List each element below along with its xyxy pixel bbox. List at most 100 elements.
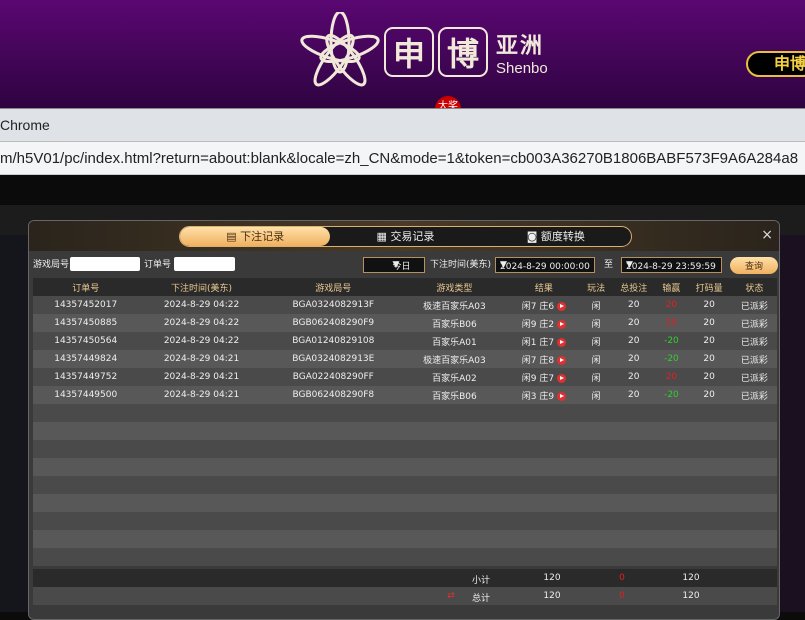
cell-text: 闲	[591, 355, 601, 366]
table-cell	[581, 548, 612, 566]
period-select[interactable]: 今日 ▼	[363, 257, 425, 273]
table-row: 14357452017 2024-8-29 04:22 BGA0324082913F…	[33, 296, 777, 314]
table-cell: 14357449824	[33, 350, 139, 368]
table-cell	[581, 476, 612, 494]
tab-bar: ▤ 下注记录 ▦ 交易记录 ◙ 额度转换	[179, 226, 632, 247]
table-cell	[611, 440, 657, 458]
table-cell: 20	[611, 386, 657, 404]
column-header: 下注时间(美东)	[138, 278, 265, 296]
table-cell	[581, 458, 612, 476]
table-cell	[506, 530, 582, 548]
total-label: 总计	[471, 594, 491, 604]
play-replay-icon[interactable]	[557, 355, 567, 365]
round-input[interactable]	[70, 257, 140, 271]
table-cell	[686, 404, 732, 422]
address-bar[interactable]: m/h5V01/pc/index.html?return=about:blank…	[0, 141, 805, 175]
table-cell	[33, 494, 139, 512]
tab-credit-transfer[interactable]: ◙ 额度转换	[481, 227, 631, 246]
table-cell	[506, 404, 582, 422]
start-time-select[interactable]: 2024-8-29 00:00:00 ▼	[495, 257, 595, 273]
table-cell	[138, 440, 265, 458]
cell-text: 20	[703, 372, 715, 382]
table-cell	[33, 512, 139, 530]
logo-char: 申	[384, 27, 434, 77]
play-replay-icon[interactable]	[557, 391, 567, 401]
table-cell	[656, 476, 687, 494]
cell-text: 百家乐B06	[432, 319, 477, 330]
table-cell	[656, 440, 687, 458]
table-cell: 20	[686, 332, 732, 350]
cell-text: BGB062408290F9	[292, 318, 375, 328]
cell-text: 百家乐B06	[432, 391, 477, 402]
table-cell	[611, 458, 657, 476]
play-replay-icon[interactable]	[557, 319, 567, 329]
filter-bar: 游戏局号 订单号 今日 ▼ 下注时间(美东) 2024-8-29 00:00:0…	[29, 255, 779, 277]
table-cell: -20	[656, 332, 687, 350]
table-cell	[656, 494, 687, 512]
close-icon[interactable]: ×	[761, 227, 773, 243]
empty-row	[33, 440, 777, 458]
table-cell: 闲	[581, 386, 612, 404]
table-cell: 20	[686, 386, 732, 404]
table-cell	[264, 458, 403, 476]
cell-text: 已派彩	[740, 373, 768, 384]
table-cell	[686, 458, 732, 476]
play-replay-icon[interactable]	[557, 337, 567, 347]
table-cell: 20	[656, 314, 687, 332]
bet-table: 订单号 下注时间(美东) 游戏局号 游戏类型 结果 玩法 总投注 输赢 打码量 状态 143574…	[33, 278, 777, 566]
table-cell	[138, 476, 265, 494]
table-cell: 2024-8-29 04:22	[138, 314, 265, 332]
table-cell	[402, 512, 507, 530]
table-cell: 百家乐A02	[402, 368, 507, 386]
start-value: 2024-8-29 00:00:00	[500, 262, 590, 272]
refresh-icon[interactable]: ⇄	[447, 591, 455, 601]
cell-text: 20	[665, 372, 678, 382]
tab-label: 下注记录	[240, 230, 285, 243]
table-cell: 闲7 庄8	[506, 350, 582, 368]
table-cell	[33, 476, 139, 494]
tab-transaction-records[interactable]: ▦ 交易记录	[330, 227, 480, 246]
table-cell: BGB062408290F8	[264, 386, 403, 404]
table-cell: 极速百家乐A03	[402, 350, 507, 368]
column-header: 玩法	[581, 278, 612, 296]
table-cell: 14357449500	[33, 386, 139, 404]
table-cell	[656, 548, 687, 566]
table-cell: 闲	[581, 332, 612, 350]
query-button[interactable]: 查询	[730, 257, 778, 274]
tab-bet-records[interactable]: ▤ 下注记录	[180, 227, 331, 246]
order-label: 订单号	[144, 260, 172, 270]
table-cell: 闲1 庄7	[506, 332, 582, 350]
cell-text: 已派彩	[740, 337, 768, 348]
table-cell	[138, 530, 265, 548]
shenbo-button[interactable]: 申博	[746, 51, 805, 77]
table-cell	[33, 548, 139, 566]
table-cell	[686, 476, 732, 494]
table-cell	[138, 494, 265, 512]
table-cell	[506, 476, 582, 494]
table-cell	[686, 530, 732, 548]
cell-text: -20	[664, 390, 679, 400]
order-input[interactable]	[174, 257, 235, 271]
table-cell: 2024-8-29 04:22	[138, 296, 265, 314]
cell-text: 闲1 庄7	[521, 337, 555, 348]
table-cell	[611, 548, 657, 566]
logo-cn: 亚洲	[496, 33, 545, 59]
table-cell: 百家乐B06	[402, 314, 507, 332]
table-cell: 20	[656, 368, 687, 386]
cell-text: 闲	[591, 373, 601, 384]
end-time-select[interactable]: 2024-8-29 23:59:59 ▼	[621, 257, 722, 273]
cell-text: BGA022408290FF	[292, 372, 374, 382]
cell-text: 已派彩	[740, 391, 768, 402]
game-background-left	[0, 235, 28, 612]
table-cell: 20	[611, 296, 657, 314]
cell-text: 14357449824	[54, 354, 118, 364]
table-cell	[402, 530, 507, 548]
table-cell: -20	[656, 350, 687, 368]
play-replay-icon[interactable]	[557, 373, 567, 383]
subtotal-turnover: 120	[682, 573, 700, 583]
table-cell: 闲	[581, 368, 612, 386]
table-cell: 已派彩	[731, 386, 777, 404]
play-replay-icon[interactable]	[557, 301, 567, 311]
table-cell	[33, 422, 139, 440]
table-cell: BGA022408290FF	[264, 368, 403, 386]
